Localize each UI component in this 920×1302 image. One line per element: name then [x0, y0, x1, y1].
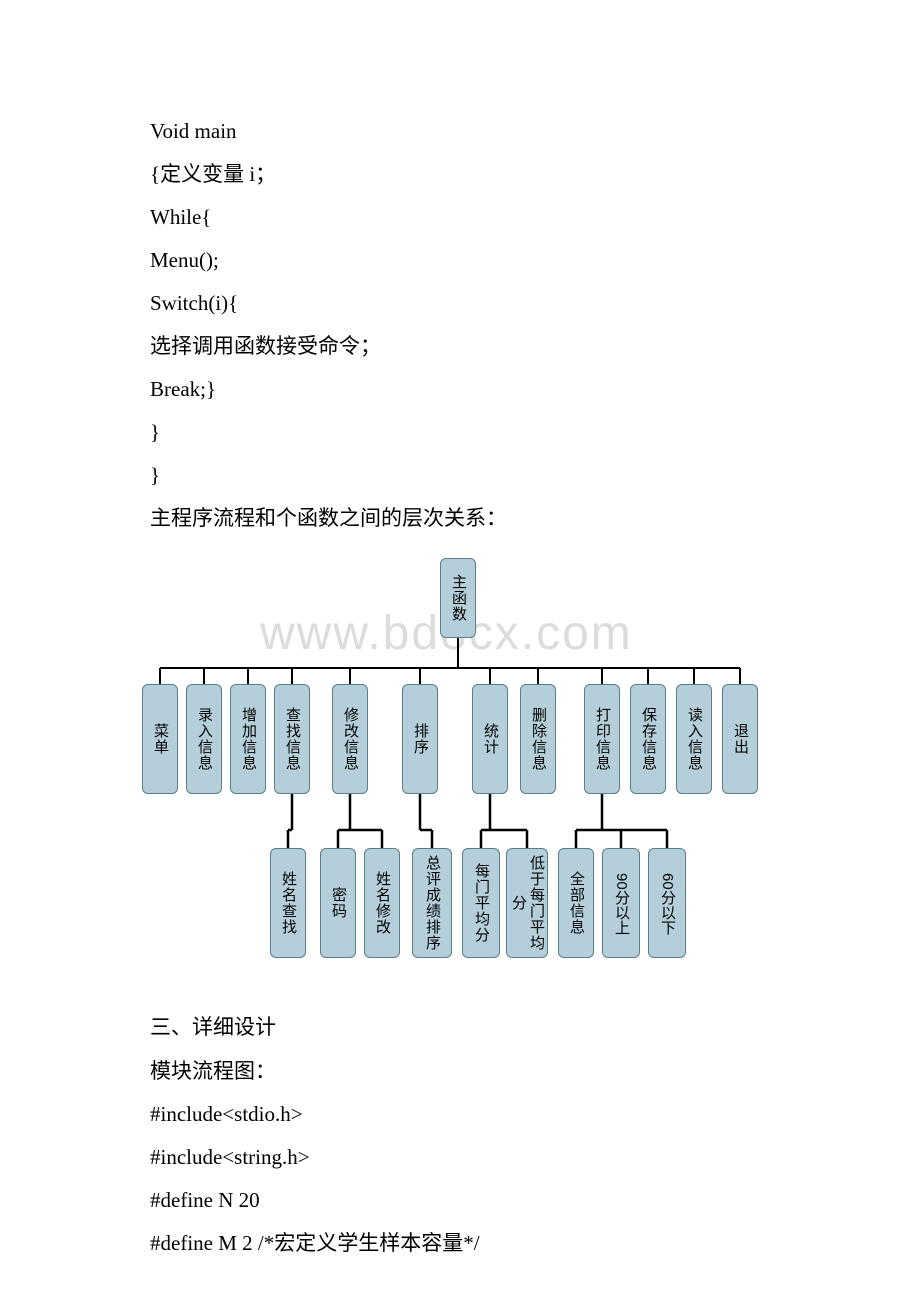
diagram-node: 查找信息 — [274, 684, 310, 794]
diagram-node: 保存信息 — [630, 684, 666, 794]
diagram-node: 退出 — [722, 684, 758, 794]
diagram-node: 排序 — [402, 684, 438, 794]
code-line: {定义变量 i； — [150, 153, 770, 196]
code-line: Menu(); — [150, 239, 770, 282]
diagram-node: 60分以下 — [648, 848, 686, 958]
diagram-node: 姓名查找 — [270, 848, 306, 958]
diagram-node: 全部信息 — [558, 848, 594, 958]
diagram-node: 打印信息 — [584, 684, 620, 794]
code-line: While{ — [150, 196, 770, 239]
diagram-node: 总评成绩排序 — [412, 848, 452, 958]
hierarchy-diagram: www.bdocx.com 主函数菜单录入信息增加信息查找信息修改信息排序统计删… — [140, 548, 790, 998]
code-define: #define M 2 /*宏定义学生样本容量*/ — [150, 1222, 770, 1265]
code-define: #define N 20 — [150, 1179, 770, 1222]
diagram-node: 修改信息 — [332, 684, 368, 794]
diagram-caption: 主程序流程和个函数之间的层次关系： — [150, 497, 770, 540]
diagram-node: 统计 — [472, 684, 508, 794]
diagram-node: 录入信息 — [186, 684, 222, 794]
code-line: Break;} — [150, 368, 770, 411]
diagram-node: 每门平均分 — [462, 848, 500, 958]
subheading: 模块流程图： — [150, 1050, 770, 1093]
code-include: #include<string.h> — [150, 1136, 770, 1179]
code-line: Switch(i){ — [150, 282, 770, 325]
code-line: } — [150, 411, 770, 454]
diagram-node: 读入信息 — [676, 684, 712, 794]
code-line: Void main — [150, 110, 770, 153]
code-line: } — [150, 454, 770, 497]
code-include: #include<stdio.h> — [150, 1093, 770, 1136]
diagram-node: 增加信息 — [230, 684, 266, 794]
diagram-node: 90分以上 — [602, 848, 640, 958]
section-heading: 三、详细设计 — [150, 1006, 770, 1049]
diagram-node: 主函数 — [440, 558, 476, 638]
code-line: 选择调用函数接受命令； — [150, 325, 770, 368]
diagram-node: 删除信息 — [520, 684, 556, 794]
diagram-node: 密码 — [320, 848, 356, 958]
diagram-node: 姓名修改 — [364, 848, 400, 958]
diagram-node: 菜单 — [142, 684, 178, 794]
diagram-node: 低于每门平均分 — [506, 848, 548, 958]
